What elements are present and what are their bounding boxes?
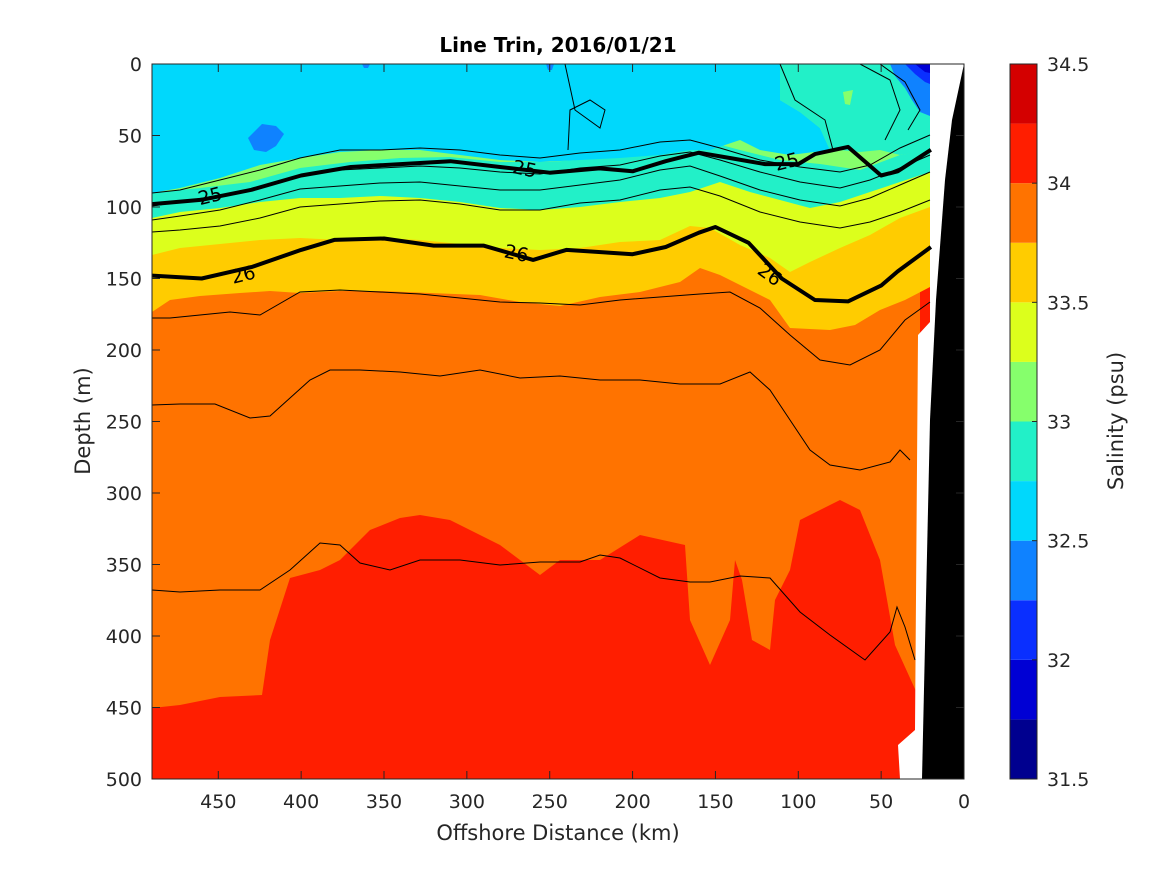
y-tick-label: 450 [106, 698, 142, 720]
colorbar-tick-label: 32.5 [1047, 531, 1089, 553]
salinity-patch-32.25-32.5 [248, 124, 284, 152]
y-tick-label: 400 [106, 626, 142, 648]
x-axis-label: Offshore Distance (km) [436, 821, 679, 845]
colorbar-tick-label: 32 [1047, 650, 1071, 672]
x-tick-label: 250 [532, 791, 568, 813]
colorbar-tick-label: 33.5 [1047, 292, 1089, 314]
x-tick-label: 150 [697, 791, 733, 813]
isopycnal-26 [152, 225, 933, 304]
y-axis-label: Depth (m) [71, 367, 95, 474]
salinity-band-nearshore-32.75-33 [780, 64, 935, 155]
colorbar-swatch [1010, 361, 1037, 422]
colorbar-label: Salinity (psu) [1104, 352, 1128, 490]
salinity-patch-tiny [362, 64, 370, 68]
y-tick-label: 100 [106, 197, 142, 219]
salinity-patch-33-33.25 [843, 90, 853, 105]
chart-title: Line Trin, 2016/01/21 [439, 33, 676, 57]
colorbar-swatch [1010, 123, 1037, 184]
colorbar-tick-label: 33 [1047, 412, 1071, 434]
colorbar-swatch [1010, 719, 1037, 779]
y-tick-label: 300 [106, 483, 142, 505]
colorbar-swatch [1010, 540, 1037, 601]
y-tick-label: 250 [106, 412, 142, 434]
colorbar-tick-label: 31.5 [1047, 769, 1089, 791]
colorbar: 31.5 32 32.5 33 33.5 34 34.5 [1009, 54, 1089, 791]
colorbar-swatch [1010, 64, 1037, 124]
x-tick-label: 100 [780, 791, 816, 813]
contour-label: 26 [502, 240, 530, 267]
y-tick-label: 50 [118, 126, 142, 148]
colorbar-swatch [1010, 302, 1037, 362]
x-tick-label: 450 [200, 791, 236, 813]
y-axis: 0 50 100 150 200 250 300 350 400 450 500 [106, 54, 964, 791]
bathymetry [922, 64, 964, 779]
colorbar-swatch [1010, 242, 1037, 303]
colorbar-swatch [1010, 659, 1037, 720]
colorbar-swatch [1010, 421, 1037, 482]
colorbar-swatch [1010, 481, 1037, 541]
y-tick-label: 0 [130, 54, 142, 76]
x-tick-label: 0 [958, 791, 970, 813]
colorbar-tick-label: 34.5 [1047, 54, 1089, 76]
contour-label: 25 [511, 156, 539, 183]
colorbar-swatch [1010, 600, 1037, 660]
colorbar-swatch [1010, 183, 1037, 243]
salinity-band-32.5-32.75 [152, 64, 830, 193]
colorbar-tick-label: 34 [1047, 173, 1071, 195]
x-axis: 450 400 350 300 250 200 150 100 50 0 [200, 64, 970, 813]
x-tick-label: 350 [366, 791, 402, 813]
y-tick-label: 200 [106, 340, 142, 362]
x-tick-label: 400 [283, 791, 319, 813]
y-tick-label: 350 [106, 555, 142, 577]
y-tick-label: 150 [106, 269, 142, 291]
x-tick-label: 200 [614, 791, 650, 813]
y-tick-label: 500 [106, 769, 142, 791]
isopycnal-25 [152, 144, 932, 207]
x-tick-label: 50 [869, 791, 893, 813]
x-tick-label: 300 [449, 791, 485, 813]
